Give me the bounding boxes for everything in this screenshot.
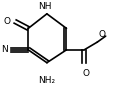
- Text: O: O: [82, 69, 89, 78]
- Text: O: O: [97, 30, 104, 39]
- Text: O: O: [3, 17, 10, 26]
- Text: NH: NH: [38, 2, 51, 11]
- Text: NH₂: NH₂: [38, 76, 55, 85]
- Text: N: N: [1, 45, 8, 54]
